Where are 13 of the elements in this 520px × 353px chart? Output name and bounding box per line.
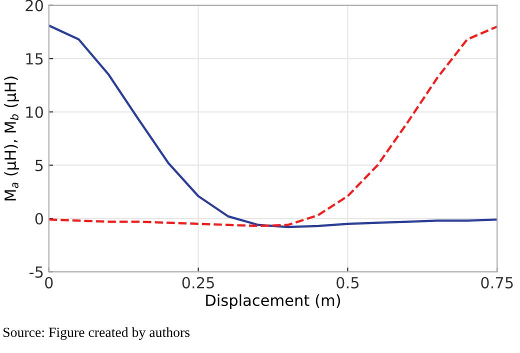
- y-tick-label: 20: [26, 0, 44, 12]
- source-note: Source: Figure created by authors: [4, 327, 190, 340]
- x-tick-label: 0.75: [481, 276, 513, 288]
- x-tick-label: 0.5: [336, 276, 359, 288]
- y-tick-label: 5: [35, 160, 43, 172]
- y-tick-label: -5: [30, 266, 43, 278]
- y-axis-title: M$_{a}$ (μH), M$_{b}$ (μH): [4, 76, 19, 200]
- x-tick-label: 0.25: [182, 276, 214, 288]
- y-tick-label: 0: [35, 212, 44, 225]
- y-tick-label: 10: [26, 106, 44, 118]
- x-tick-label: 0: [45, 276, 53, 288]
- y-tick-label: 15: [26, 53, 43, 65]
- x-axis-title: Displacement (m): [206, 294, 340, 310]
